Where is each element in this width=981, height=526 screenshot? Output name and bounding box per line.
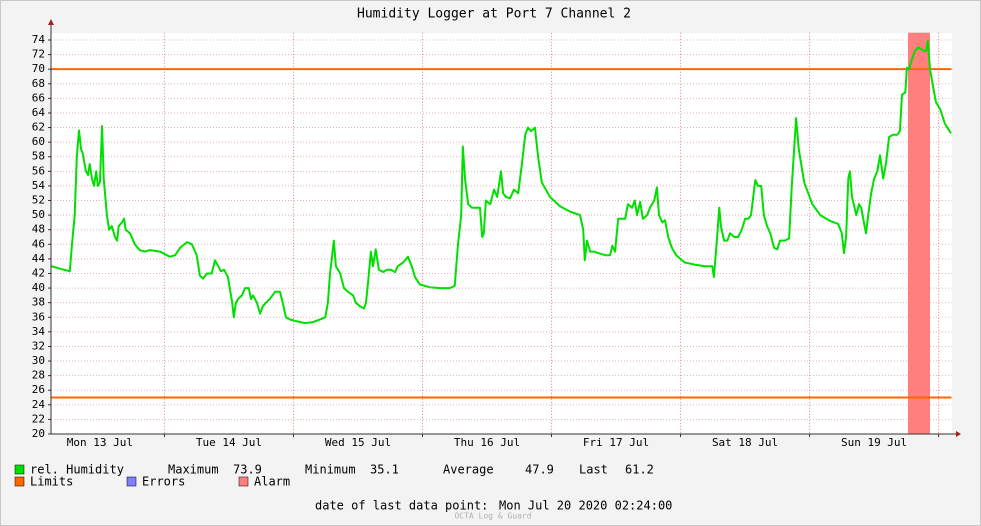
y-tick-label: 64 [32,106,46,119]
legend-swatch [126,476,137,487]
watermark: OCTA Log & Guard [454,512,531,521]
y-tick-label: 30 [32,354,45,367]
y-tick-label: 44 [32,252,46,265]
legend-swatch [14,476,25,487]
legend-label: rel. Humidity [30,463,124,477]
y-tick-label: 28 [32,369,45,382]
y-tick-label: 36 [32,310,45,323]
y-tick-label: 22 [32,412,45,425]
x-tick-label: Fri 17 Jul [583,436,649,449]
y-tick-label: 72 [32,48,45,61]
footer-label: date of last data point: [315,499,488,513]
x-tick-label: Wed 15 Jul [325,436,391,449]
stat-value: 73.9 [233,463,262,477]
y-axis-arrow [48,19,54,25]
y-tick-label: 38 [32,296,45,309]
x-tick-label: Tue 14 Jul [196,436,262,449]
legend-swatch [14,464,25,475]
y-tick-label: 68 [32,77,45,90]
legend-label: Alarm [254,475,290,489]
y-tick-label: 34 [32,325,46,338]
footer-value: Mon Jul 20 2020 02:24:00 [499,499,672,513]
y-tick-label: 56 [32,164,45,177]
y-tick-label: 50 [32,208,45,221]
y-tick-label: 48 [32,223,45,236]
stat-label: Average [443,463,494,477]
y-tick-label: 26 [32,383,45,396]
y-tick-label: 46 [32,237,45,250]
y-tick-label: 40 [32,281,45,294]
legend-swatch [238,476,249,487]
stat-label: Minimum [305,463,356,477]
y-tick-label: 60 [32,135,45,148]
humidity-line [50,39,952,325]
alarm-band [907,32,930,434]
legend-label: Errors [142,475,185,489]
legend-label: Limits [30,475,73,489]
y-tick-label: 74 [32,33,46,46]
y-tick-label: 32 [32,339,45,352]
chart-title: Humidity Logger at Port 7 Channel 2 [357,7,631,22]
x-tick-label: Sat 18 Jul [712,436,778,449]
y-tick-label: 58 [32,150,45,163]
x-tick-label: Mon 13 Jul [67,436,133,449]
y-tick-label: 62 [32,121,45,134]
stat-label: Maximum [168,463,219,477]
x-axis-arrow [956,431,961,437]
y-tick-label: 54 [32,179,46,192]
y-tick-label: 52 [32,194,45,207]
plot-area [51,33,952,434]
stat-value: 47.9 [525,463,554,477]
y-tick-label: 66 [32,91,45,104]
y-tick-label: 42 [32,266,45,279]
stat-value: 61.2 [625,463,654,477]
x-tick-label: Thu 16 Jul [454,436,520,449]
y-tick-label: 24 [32,398,46,411]
x-tick-label: Sun 19 Jul [841,436,907,449]
stat-value: 35.1 [370,463,399,477]
y-tick-label: 20 [32,427,45,440]
y-tick-label: 70 [32,62,45,75]
stat-label: Last [579,463,608,477]
legend: rel. Humidity Maximum 73.9 Minimum 35.1 Avera… [14,463,654,489]
